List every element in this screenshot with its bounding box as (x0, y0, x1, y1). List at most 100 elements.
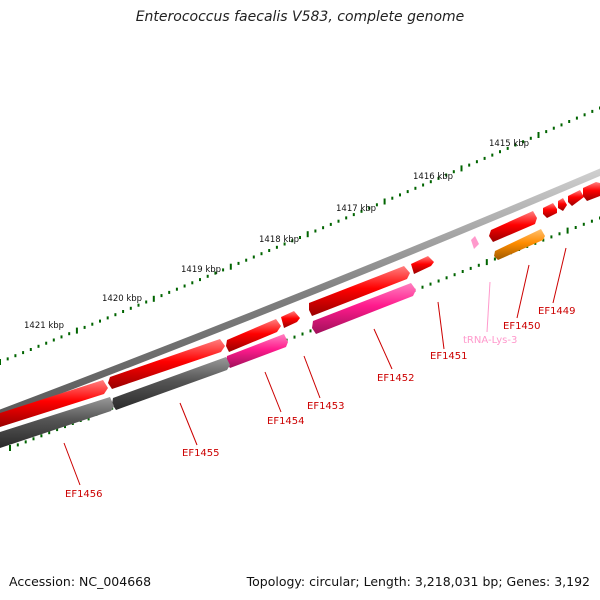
inner-minor-tick (469, 266, 472, 270)
kbp-label-1417: 1417 kbp (336, 204, 376, 214)
outer-minor-tick (37, 344, 40, 348)
outer-minor-tick (468, 163, 471, 167)
label-ef1455: EF1455 (182, 448, 220, 459)
outer-minor-tick (222, 268, 225, 272)
inner-minor-tick (32, 437, 35, 441)
outer-minor-tick (445, 173, 448, 177)
outer-minor-tick (268, 249, 271, 252)
gene-arrow-large (309, 266, 410, 316)
outer-minor-tick (583, 113, 586, 117)
inner-minor-tick (461, 270, 464, 273)
outer-minor-tick (499, 150, 501, 154)
kbp-label-1420: 1420 kbp (102, 294, 142, 304)
outer-major-tick (537, 132, 540, 138)
outer-minor-tick (252, 255, 255, 259)
outer-minor-tick (83, 325, 86, 329)
outer-minor-tick (68, 332, 71, 336)
outer-minor-tick (91, 322, 94, 326)
outer-minor-tick (275, 245, 278, 249)
outer-minor-tick (14, 354, 17, 358)
outer-minor-tick (137, 303, 140, 307)
inner-minor-tick (582, 222, 585, 226)
outer-major-tick (383, 198, 386, 205)
outer-minor-tick (129, 306, 132, 310)
kbp-label-1415: 1415 kbp (489, 139, 529, 149)
gene-arrow-small (558, 198, 567, 211)
outer-minor-tick (575, 116, 578, 120)
topology-summary-text: Topology: circular; Length: 3,218,031 bp… (246, 574, 590, 589)
outer-minor-tick (52, 338, 55, 342)
outer-minor-tick (552, 126, 555, 130)
gene-arrow-ef1455-gray-left (0, 397, 114, 448)
gene-arrow (226, 319, 281, 352)
outer-minor-tick (245, 258, 248, 262)
accession-text: Accession: NC_004668 (9, 574, 152, 589)
outer-minor-tick (237, 261, 240, 265)
outer-minor-tick (568, 120, 571, 123)
map-title: Enterococcus faecalis V583, complete gen… (135, 9, 465, 25)
gene-arrow-small (568, 190, 584, 206)
outer-minor-tick (22, 351, 25, 355)
inner-minor-tick (16, 443, 19, 447)
inner-minor-tick (574, 226, 577, 229)
inner-minor-tick (56, 428, 59, 432)
gene-arrow-ef1454 (226, 334, 288, 368)
outer-minor-tick (422, 183, 425, 187)
outer-minor-tick (514, 143, 517, 147)
outer-minor-tick (545, 130, 548, 134)
outer-minor-tick (260, 252, 263, 256)
outer-minor-tick (529, 136, 532, 140)
outer-minor-tick (60, 335, 63, 339)
gene-arrow-ef1452 (312, 283, 416, 334)
outer-major-tick (306, 231, 309, 238)
outer-minor-tick (345, 216, 348, 220)
outer-minor-tick (329, 222, 332, 226)
outer-minor-tick (414, 186, 417, 190)
outer-minor-tick (375, 203, 378, 207)
inner-minor-tick (445, 276, 448, 280)
inner-minor-tick (542, 238, 545, 242)
outer-major-tick (229, 263, 232, 270)
kbp-label-1416: 1416 kbp (413, 172, 453, 182)
outer-minor-tick (114, 313, 117, 317)
label-ef1449: EF1449 (538, 306, 576, 317)
inner-minor-tick (309, 329, 312, 333)
outer-minor-tick (168, 290, 171, 294)
outer-minor-tick (299, 236, 301, 239)
outer-major-tick (152, 295, 155, 302)
outer-minor-tick (337, 219, 340, 223)
outer-minor-tick (491, 153, 494, 157)
outer-minor-tick (160, 294, 163, 298)
kbp-label-1419: 1419 kbp (181, 265, 221, 275)
inner-minor-tick (421, 285, 424, 289)
gene-arrow-ef1456 (108, 339, 225, 389)
outer-minor-tick (352, 213, 355, 217)
reverse-strand (0, 229, 545, 448)
inner-minor-tick (590, 219, 593, 223)
gene-arrow-ef1453 (281, 311, 300, 328)
outer-minor-tick (291, 239, 294, 243)
inner-major-tick (566, 227, 569, 234)
outer-minor-tick (45, 341, 48, 345)
inner-minor-tick (48, 431, 51, 435)
outer-minor-tick (106, 316, 109, 320)
outer-minor-tick (175, 287, 178, 291)
gene-arrow-ef1450-upper (489, 211, 537, 242)
outer-minor-tick (99, 319, 101, 323)
callout-lines (63, 247, 567, 486)
kbp-label-1418: 1418 kbp (259, 235, 299, 245)
inner-major-tick (485, 259, 488, 266)
outer-minor-tick (360, 209, 363, 213)
outer-minor-tick (506, 146, 509, 150)
outer-major-tick (0, 359, 1, 365)
inner-major-tick (9, 445, 11, 451)
outer-minor-tick (429, 180, 432, 184)
outer-minor-tick (399, 193, 401, 197)
inner-minor-tick (453, 273, 456, 277)
outer-minor-tick (322, 226, 325, 230)
forward-strand (0, 182, 600, 427)
gene-arrow-ef1455-gray (112, 357, 230, 410)
label-ef1450: EF1450 (503, 321, 541, 332)
inner-minor-tick (429, 282, 432, 286)
outer-minor-tick (437, 176, 440, 180)
